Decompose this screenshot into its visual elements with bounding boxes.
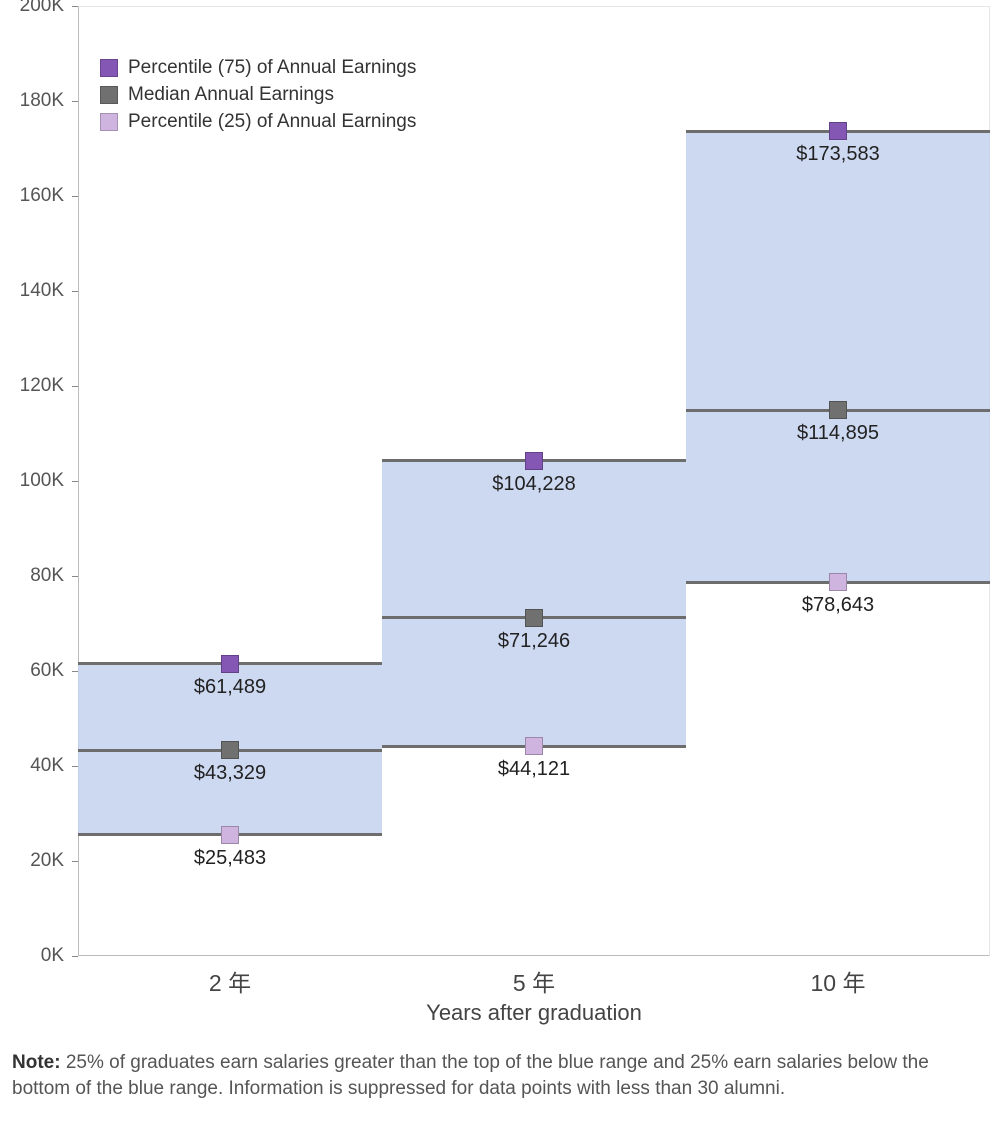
legend-item: Percentile (25) of Annual Earnings bbox=[100, 111, 416, 133]
y-axis-tick bbox=[72, 956, 78, 957]
y-axis-tick-label: 160K bbox=[0, 185, 64, 207]
legend-swatch-icon bbox=[100, 86, 118, 104]
legend-swatch-icon bbox=[100, 113, 118, 131]
legend-item: Median Annual Earnings bbox=[100, 84, 416, 106]
y-axis-tick-label: 80K bbox=[0, 565, 64, 587]
median-value-label: $43,329 bbox=[194, 762, 266, 785]
median-value-label: $71,246 bbox=[498, 630, 570, 653]
x-category-label: 10 年 bbox=[811, 964, 866, 998]
iqr-band bbox=[382, 461, 686, 747]
x-category-label: 5 年 bbox=[513, 964, 555, 998]
p75-value-label: $173,583 bbox=[796, 143, 879, 166]
y-axis-tick-label: 20K bbox=[0, 850, 64, 872]
y-axis-tick bbox=[72, 101, 78, 102]
y-axis-tick-label: 60K bbox=[0, 660, 64, 682]
p25-marker bbox=[221, 826, 239, 844]
earnings-chart: Percentile (75) of Annual Earnings Median… bbox=[0, 0, 996, 1101]
y-axis-tick-label: 100K bbox=[0, 470, 64, 492]
p75-marker bbox=[829, 122, 847, 140]
p25-value-label: $44,121 bbox=[498, 758, 570, 781]
plot-area: Percentile (75) of Annual Earnings Median… bbox=[0, 0, 996, 1036]
median-marker bbox=[221, 741, 239, 759]
y-axis-tick-label: 0K bbox=[0, 945, 64, 967]
y-axis-tick-label: 40K bbox=[0, 755, 64, 777]
p25-marker bbox=[829, 573, 847, 591]
x-axis-title: Years after graduation bbox=[426, 1000, 642, 1026]
p25-marker bbox=[525, 737, 543, 755]
y-axis-tick bbox=[72, 576, 78, 577]
note-prefix: Note: bbox=[12, 1052, 61, 1073]
p75-value-label: $104,228 bbox=[492, 473, 575, 496]
legend-swatch-icon bbox=[100, 59, 118, 77]
legend: Percentile (75) of Annual Earnings Median… bbox=[96, 48, 420, 142]
legend-label: Percentile (75) of Annual Earnings bbox=[128, 57, 416, 79]
p25-value-label: $78,643 bbox=[802, 594, 874, 617]
p75-marker bbox=[221, 655, 239, 673]
y-axis-tick-label: 180K bbox=[0, 90, 64, 112]
p75-value-label: $61,489 bbox=[194, 676, 266, 699]
y-axis-tick bbox=[72, 196, 78, 197]
median-value-label: $114,895 bbox=[797, 422, 879, 445]
p25-value-label: $25,483 bbox=[194, 847, 266, 870]
legend-item: Percentile (75) of Annual Earnings bbox=[100, 57, 416, 79]
y-axis-tick bbox=[72, 861, 78, 862]
y-axis-tick bbox=[72, 386, 78, 387]
legend-label: Median Annual Earnings bbox=[128, 84, 334, 106]
note-text: 25% of graduates earn salaries greater t… bbox=[12, 1052, 929, 1099]
y-axis-tick-label: 140K bbox=[0, 280, 64, 302]
y-axis-tick bbox=[72, 6, 78, 7]
y-axis-tick-label: 200K bbox=[0, 0, 64, 17]
legend-label: Percentile (25) of Annual Earnings bbox=[128, 111, 416, 133]
y-axis-tick bbox=[72, 481, 78, 482]
iqr-band bbox=[686, 131, 990, 582]
median-marker bbox=[829, 401, 847, 419]
x-category-label: 2 年 bbox=[209, 964, 251, 998]
median-marker bbox=[525, 609, 543, 627]
y-axis-tick-label: 120K bbox=[0, 375, 64, 397]
y-axis-tick bbox=[72, 291, 78, 292]
p75-marker bbox=[525, 452, 543, 470]
chart-note: Note: 25% of graduates earn salaries gre… bbox=[12, 1050, 982, 1101]
